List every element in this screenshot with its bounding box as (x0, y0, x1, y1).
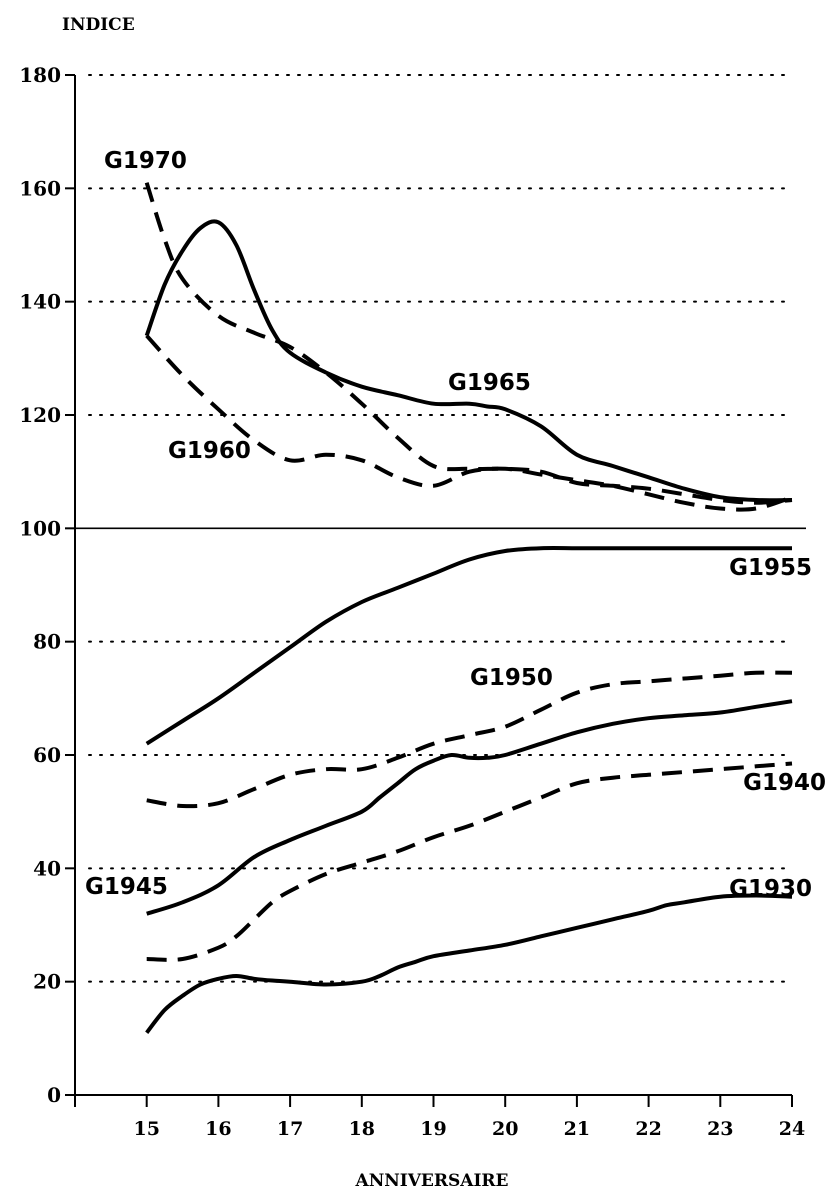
y-tick-label-160: 160 (19, 176, 61, 200)
series-label-g1970: G1970 (104, 148, 187, 174)
series-labels: G1930 G1940 G1945 G1950 G1955 G1960 G1965 G1970 (85, 148, 826, 902)
grid-lines (88, 74, 793, 983)
series-line-g1950 (146, 670, 793, 809)
series-line-g1965 (144, 219, 793, 503)
series-lines (144, 182, 793, 1034)
x-tick-label-22: 22 (635, 1118, 661, 1140)
y-axis-ticks: 0 20 40 60 80 100 120 140 160 180 (19, 63, 75, 1107)
y-tick-label-180: 180 (19, 63, 61, 87)
y-tick-label-140: 140 (19, 290, 61, 314)
x-axis-title: ANNIVERSAIRE (355, 1171, 509, 1191)
series-line-g1945 (146, 699, 793, 916)
x-tick-label-17: 17 (277, 1118, 303, 1140)
series-label-g1930: G1930 (729, 876, 812, 902)
series-line-g1960 (145, 334, 793, 512)
y-tick-label-100: 100 (19, 516, 61, 540)
x-tick-label-24: 24 (779, 1118, 805, 1140)
series-line-g1930 (145, 893, 793, 1034)
series-label-g1965: G1965 (448, 370, 531, 396)
y-tick-label-0: 0 (47, 1083, 61, 1107)
series-line-g1940 (146, 761, 793, 962)
x-axis-ticks: 15 16 17 18 19 20 21 22 23 24 (74, 1095, 805, 1140)
y-tick-label-20: 20 (33, 970, 61, 994)
x-tick-label-20: 20 (492, 1118, 518, 1140)
y-tick-label-60: 60 (33, 743, 61, 767)
y-tick-label-80: 80 (33, 630, 61, 654)
series-label-g1940: G1940 (743, 770, 826, 796)
y-tick-label-120: 120 (19, 403, 61, 427)
series-label-g1950: G1950 (470, 665, 553, 691)
series-line-g1970 (144, 182, 793, 505)
y-tick-label-40: 40 (33, 856, 61, 880)
series-label-g1960: G1960 (168, 438, 251, 464)
series-line-g1955 (145, 545, 792, 746)
series-label-g1945: G1945 (85, 874, 168, 900)
x-tick-label-16: 16 (205, 1118, 231, 1140)
y-axis-title: INDICE (62, 15, 135, 35)
x-tick-label-15: 15 (133, 1118, 159, 1140)
x-tick-label-21: 21 (564, 1118, 590, 1140)
x-tick-label-18: 18 (349, 1118, 375, 1140)
x-tick-label-23: 23 (707, 1118, 733, 1140)
x-tick-label-19: 19 (420, 1118, 446, 1140)
axes (74, 75, 792, 1096)
series-label-g1955: G1955 (729, 555, 812, 581)
